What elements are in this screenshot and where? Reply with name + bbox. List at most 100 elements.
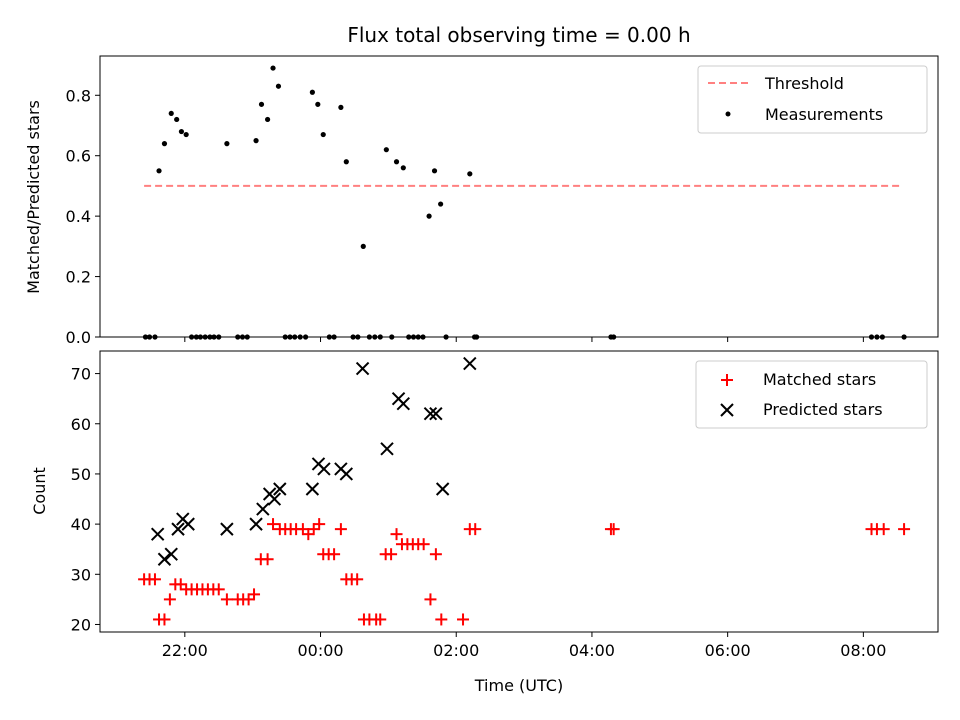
x-tick-label: 06:00 [705,641,751,660]
measurement-point [360,243,366,249]
count-panel-legend-box [695,360,928,429]
ratio-panel: 0.00.20.40.60.8 Matched/Predicted stars … [24,55,939,347]
measurement-point [258,101,265,107]
ratio-panel-x-ticks [184,337,864,342]
predicted-star-point [267,492,282,506]
predicted-star-point [380,442,394,456]
matched-star-point [220,593,233,606]
legend-measurements-swatch [725,111,731,117]
matched-star-point [457,613,470,626]
measurement-point [270,65,276,71]
legend-matched-label: Matched stars [763,370,876,389]
measurement-point [156,168,162,174]
measurement-point [343,159,349,165]
matched-star-point [435,613,448,626]
ratio-panel-marks [142,65,907,340]
x-tick-label: 00:00 [297,641,343,660]
count-panel-y-tick-label: 40 [71,515,91,534]
measurement-point [431,168,438,174]
measurement-point [393,159,400,165]
measurement-point [224,141,230,147]
count-panel-legend: Matched stars Predicted stars [695,360,928,429]
matched-star-point [417,538,430,551]
count-panel-frame [99,350,939,633]
measurement-point [467,171,473,177]
ratio-panel-y-tick-label: 0.4 [66,207,91,226]
ratio-panel-y-axis-label: Matched/Predicted stars [24,100,43,294]
matched-star-point [148,573,161,586]
matched-star-point [307,523,320,536]
measurement-point [183,131,189,138]
predicted-star-point [249,517,263,531]
predicted-star-point [164,547,178,561]
measurement-point [309,89,315,95]
matched-star-point [877,523,890,536]
predicted-star-point [429,407,443,421]
matched-star-point [163,593,176,606]
matched-star-point [267,518,280,531]
predicted-star-point [256,502,270,516]
measurement-point [426,213,432,219]
matched-star-point [607,523,620,536]
x-axis-label: Time (UTC) [474,676,563,695]
predicted-star-point [423,407,438,421]
measurement-point [265,116,271,123]
matched-star-point [313,518,326,531]
measurement-point [275,83,282,89]
measurement-point [320,131,326,138]
matched-star-point [429,548,442,561]
x-tick-label: 08:00 [840,641,886,660]
count-panel-y-axis-label: Count [30,467,49,515]
matched-star-point [374,613,387,626]
matched-star-point [158,613,171,626]
legend-predicted-swatch [720,403,734,417]
ratio-panel-y-ticks: 0.0 0.2 0.4 0.6 0.8 [66,86,100,347]
predicted-star-point [317,462,331,476]
ratio-panel-legend: Threshold Measurements [697,65,928,134]
matched-star-point [212,583,225,596]
measurement-point [168,110,174,117]
measurement-point [161,141,168,147]
x-tick-label: 04:00 [569,641,615,660]
x-tick-label: 22:00 [162,641,208,660]
chart-title: Flux total observing time = 0.00 h [347,23,690,47]
ratio-panel-y-tick-label: 0.2 [66,268,91,287]
matched-star-point [469,523,482,536]
matched-star-point [390,528,403,541]
matched-star-point [898,523,911,536]
matched-star-point [261,553,274,566]
count-panel-y-tick-label: 30 [71,565,91,584]
predicted-star-point [339,467,354,481]
legend-predicted-label: Predicted stars [763,400,883,419]
legend-measurements-label: Measurements [765,105,883,124]
predicted-star-point [273,482,287,496]
measurement-point [400,165,406,171]
measurement-point [174,116,180,123]
matched-star-point [248,588,261,601]
matched-star-point [242,593,255,606]
measurement-point [383,147,389,153]
predicted-star-point [435,482,450,496]
count-panel-y-tick-label: 60 [71,415,91,434]
legend-threshold-label: Threshold [764,74,844,93]
count-panel: 20 30 40 50 60 70 22:00 00:00 02:00 04:00 06:00 08… [30,350,939,695]
measurement-point [178,128,185,135]
count-panel-y-tick-label: 50 [71,465,91,484]
predicted-star-point [181,517,195,531]
matched-star-point [385,548,398,561]
predicted-star-point [396,396,411,411]
predicted-star-point [171,522,185,536]
measurement-point [253,138,259,144]
matched-star-point [328,548,341,561]
count-panel-marks [138,356,911,626]
ratio-panel-y-tick-label: 0.0 [66,328,91,347]
predicted-star-point [463,356,477,371]
ratio-panel-y-tick-label: 0.6 [66,147,91,166]
matched-star-point [351,573,364,586]
predicted-star-point [150,527,165,541]
ratio-panel-legend-box [697,65,928,134]
matched-star-point [424,593,437,606]
measurement-point [338,104,344,110]
predicted-star-point [157,552,172,566]
